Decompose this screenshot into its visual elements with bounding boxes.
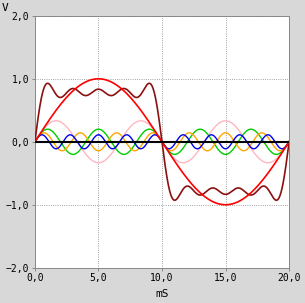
X-axis label: mS: mS [155,289,169,299]
Text: V: V [2,3,9,13]
